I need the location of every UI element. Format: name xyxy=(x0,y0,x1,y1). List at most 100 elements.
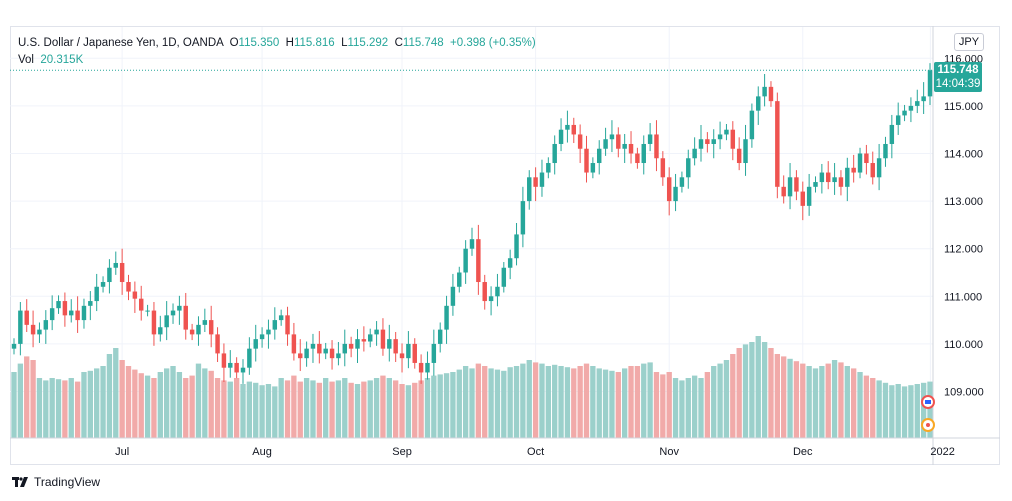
volume-bar xyxy=(329,381,335,438)
time-tick-label: Jul xyxy=(115,446,129,458)
candle-body xyxy=(775,101,780,187)
volume-bar xyxy=(691,375,698,438)
time-tick-label: Aug xyxy=(252,446,272,458)
volume-bar xyxy=(303,378,310,438)
volume-bar xyxy=(310,380,316,438)
candle-body xyxy=(539,172,545,187)
candle-body xyxy=(221,353,227,368)
candle-body xyxy=(641,143,646,164)
candle-body xyxy=(762,86,767,97)
volume-bar xyxy=(43,380,49,438)
time-tick-label: Nov xyxy=(659,446,679,458)
volume-bar xyxy=(163,368,170,438)
candle-body xyxy=(259,334,265,340)
volume-bar xyxy=(501,370,507,438)
candle-body xyxy=(609,134,615,140)
volume-bar xyxy=(399,384,405,438)
candle-body xyxy=(457,272,462,287)
candle-body xyxy=(75,310,80,321)
candle-body xyxy=(768,86,774,102)
volume-bar xyxy=(882,382,889,438)
candle-body xyxy=(577,134,583,149)
volume-bar xyxy=(793,361,800,438)
volume-bar xyxy=(437,374,443,438)
candle-body xyxy=(495,286,500,297)
candle-body xyxy=(336,353,341,359)
candle-body xyxy=(469,239,475,249)
candle-body xyxy=(756,96,761,111)
volume-bar xyxy=(170,366,176,438)
volume-bar xyxy=(552,364,558,438)
candle-body xyxy=(107,267,112,283)
candle-body xyxy=(590,163,596,173)
candle-body xyxy=(412,343,417,363)
candle-body xyxy=(558,129,564,144)
candle-body xyxy=(177,305,182,311)
volume-bar xyxy=(698,378,704,438)
volume-value: 20.315K xyxy=(40,54,84,66)
high-value: 115.816 xyxy=(293,37,335,49)
economic-event-icon[interactable] xyxy=(921,418,935,432)
candle-body xyxy=(546,163,551,173)
volume-bar xyxy=(151,378,157,438)
candle-body xyxy=(310,343,316,349)
symbol-title[interactable]: U.S. Dollar / Japanese Yen, 1D, OANDA xyxy=(18,37,224,49)
volume-bar xyxy=(844,366,850,438)
candle-body xyxy=(11,343,17,349)
volume-bar xyxy=(488,368,494,438)
volume-bar xyxy=(685,378,691,438)
candle-body xyxy=(565,124,570,130)
low-value: 115.292 xyxy=(347,37,389,49)
candle-body xyxy=(463,248,468,273)
candle-body xyxy=(781,186,786,197)
volume-bar xyxy=(284,380,291,438)
price-tick-label: 110.000 xyxy=(944,339,983,351)
volume-bar xyxy=(100,366,106,438)
candle-body xyxy=(234,362,239,373)
candle-body xyxy=(170,310,176,316)
volume-bar xyxy=(113,348,119,438)
candle-body xyxy=(393,339,398,354)
candle-body xyxy=(272,320,278,330)
volume-bar xyxy=(469,368,475,438)
volume-bar xyxy=(62,380,68,438)
candle-body xyxy=(679,177,685,187)
volume-bar xyxy=(507,367,513,438)
volume-bar xyxy=(335,380,342,438)
volume-bar xyxy=(431,375,437,438)
candle-body xyxy=(342,343,348,354)
candle-body xyxy=(889,124,895,144)
candle-body xyxy=(507,258,513,268)
currency-button[interactable]: JPY xyxy=(954,33,984,51)
volume-bar xyxy=(176,372,183,438)
volume-bar xyxy=(621,368,628,438)
candle-body xyxy=(838,177,844,187)
volume-bar xyxy=(253,382,259,438)
candle-body xyxy=(437,329,443,344)
earnings-flag-icon[interactable] xyxy=(921,395,935,409)
volume-bar xyxy=(195,363,202,438)
close-label: C xyxy=(394,37,403,49)
volume-bar xyxy=(221,380,227,438)
volume-bar xyxy=(367,380,373,438)
volume-bar xyxy=(183,378,189,438)
candle-body xyxy=(488,296,494,302)
volume-bar xyxy=(424,378,431,438)
volume-bar xyxy=(87,370,94,438)
volume-bar xyxy=(870,378,876,438)
volume-label[interactable]: Vol xyxy=(18,54,34,66)
tradingview-logo[interactable]: TradingView xyxy=(12,475,100,489)
candle-body xyxy=(431,343,437,363)
volume-bar xyxy=(609,370,615,438)
candle-body xyxy=(622,143,627,149)
candle-body xyxy=(228,362,233,368)
volume-bar xyxy=(106,354,113,438)
candle-body xyxy=(845,167,850,187)
candle-body xyxy=(628,143,634,154)
candle-body xyxy=(876,158,882,178)
volume-bar xyxy=(806,366,812,438)
candle-body xyxy=(119,262,125,283)
volume-bar xyxy=(132,369,138,438)
volume-bar xyxy=(920,382,927,438)
